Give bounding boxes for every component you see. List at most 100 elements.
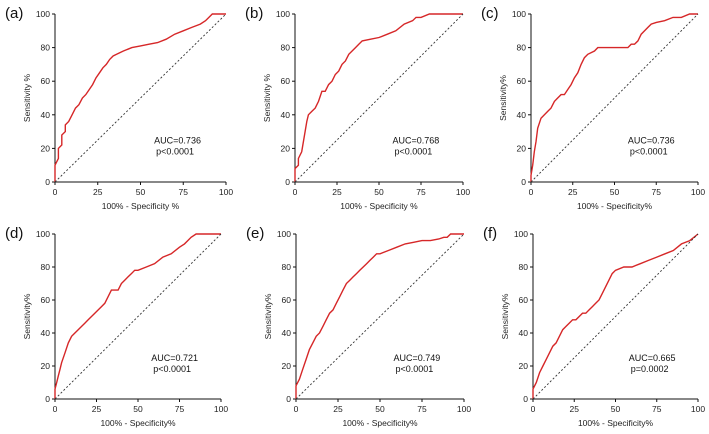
y-tick-label: 40 bbox=[519, 328, 529, 338]
panel-f: (f) 0 20 40 60 80 100 0 25 50 75 100 100% - Specific… bbox=[483, 225, 705, 428]
p-value-annotation: p=0.0002 bbox=[631, 364, 669, 374]
y-tick-label: 40 bbox=[517, 110, 527, 120]
x-tick-label: 0 bbox=[294, 404, 299, 414]
y-tick-label: 40 bbox=[282, 328, 292, 338]
x-tick-label: 100 bbox=[457, 404, 471, 414]
roc-curve bbox=[54, 13, 226, 182]
auc-annotation: AUC=0.736 bbox=[154, 135, 201, 145]
auc-annotation: AUC=0.736 bbox=[628, 135, 675, 145]
x-tick-label: 0 bbox=[529, 187, 534, 197]
roc-curve bbox=[54, 233, 221, 399]
y-tick-label: 80 bbox=[517, 43, 527, 53]
roc-curve bbox=[532, 233, 699, 399]
y-tick-label: 60 bbox=[41, 295, 51, 305]
x-tick-label: 100 bbox=[456, 187, 470, 197]
x-tick-label: 25 bbox=[93, 187, 103, 197]
y-tick-label: 0 bbox=[45, 177, 50, 187]
panel-label: (f) bbox=[483, 225, 497, 242]
y-tick-label: 80 bbox=[282, 262, 292, 272]
x-tick-label: 100 bbox=[691, 404, 705, 414]
y-tick-label: 100 bbox=[36, 229, 50, 239]
panel-e: (e) 0 20 40 60 80 100 0 25 50 75 100 100% - Specific… bbox=[246, 225, 471, 428]
y-tick-label: 0 bbox=[285, 177, 290, 187]
panel-label: (d) bbox=[5, 225, 23, 242]
x-tick-label: 50 bbox=[136, 187, 146, 197]
y-tick-label: 60 bbox=[519, 295, 529, 305]
y-axis-label: Sensitivity % bbox=[262, 73, 272, 122]
x-tick-label: 75 bbox=[175, 404, 185, 414]
x-tick-label: 75 bbox=[179, 187, 189, 197]
y-tick-label: 60 bbox=[281, 76, 291, 86]
y-tick-label: 20 bbox=[282, 361, 292, 371]
x-tick-label: 100 bbox=[219, 187, 233, 197]
x-tick-label: 0 bbox=[53, 187, 58, 197]
roc-curve bbox=[295, 233, 464, 399]
p-value-annotation: p<0.0001 bbox=[394, 146, 432, 156]
roc-curve bbox=[294, 13, 463, 182]
y-tick-label: 40 bbox=[41, 110, 51, 120]
p-value-annotation: p<0.0001 bbox=[395, 364, 433, 374]
panel-d: (d) 0 20 40 60 80 100 0 25 50 75 100 100% - Specific… bbox=[5, 225, 228, 428]
x-tick-label: 25 bbox=[568, 187, 578, 197]
x-tick-label: 75 bbox=[417, 404, 427, 414]
x-axis-label: 100% - Specificity% bbox=[577, 201, 653, 211]
y-axis-label: Sensitivity% bbox=[500, 293, 510, 339]
y-tick-label: 20 bbox=[281, 143, 291, 153]
x-tick-label: 75 bbox=[652, 187, 662, 197]
panel-a: (a) 0 20 40 60 80 100 0 25 50 75 100 100% - Specific… bbox=[5, 5, 233, 211]
x-tick-label: 25 bbox=[570, 404, 580, 414]
y-tick-label: 100 bbox=[276, 9, 290, 19]
y-tick-label: 100 bbox=[512, 9, 526, 19]
auc-annotation: AUC=0.768 bbox=[392, 135, 439, 145]
panel-c: (c) 0 20 40 60 80 100 0 25 50 75 100 100% - Specific… bbox=[481, 5, 705, 211]
x-axis-label: 100% - Specificity% bbox=[342, 418, 418, 428]
y-tick-label: 40 bbox=[41, 328, 51, 338]
x-tick-label: 0 bbox=[293, 187, 298, 197]
x-tick-label: 25 bbox=[333, 404, 343, 414]
y-tick-label: 80 bbox=[281, 43, 291, 53]
x-tick-label: 0 bbox=[53, 404, 58, 414]
y-tick-label: 100 bbox=[514, 229, 528, 239]
panel-b: (b) 0 20 40 60 80 100 0 25 50 75 100 100% - Specific… bbox=[245, 5, 470, 211]
panel-label: (a) bbox=[5, 5, 23, 22]
x-axis-label: 100% - Specificity % bbox=[340, 201, 418, 211]
x-axis-label: 100% - Specificity % bbox=[102, 201, 180, 211]
x-tick-label: 25 bbox=[92, 404, 102, 414]
y-tick-label: 20 bbox=[41, 143, 51, 153]
auc-annotation: AUC=0.721 bbox=[151, 353, 198, 363]
panel-label: (c) bbox=[481, 5, 499, 22]
x-tick-label: 50 bbox=[374, 187, 384, 197]
reference-line bbox=[295, 233, 465, 400]
reference-line bbox=[54, 233, 222, 400]
x-tick-label: 75 bbox=[652, 404, 662, 414]
roc-curve bbox=[530, 13, 698, 182]
y-axis-label: Sensitivity% bbox=[22, 293, 32, 339]
panel-label: (b) bbox=[245, 5, 263, 22]
y-tick-label: 20 bbox=[519, 361, 529, 371]
reference-line bbox=[530, 13, 699, 183]
y-axis-label: Sensitivity% bbox=[498, 75, 508, 121]
reference-line bbox=[532, 233, 699, 400]
y-tick-label: 60 bbox=[517, 76, 527, 86]
x-tick-label: 50 bbox=[133, 404, 143, 414]
y-axis-label: Sensitivity% bbox=[263, 293, 273, 339]
p-value-annotation: p<0.0001 bbox=[156, 146, 194, 156]
x-tick-label: 50 bbox=[375, 404, 385, 414]
x-axis-label: 100% - Specificity% bbox=[100, 418, 176, 428]
reference-line bbox=[54, 13, 227, 183]
x-tick-label: 100 bbox=[214, 404, 228, 414]
x-axis-label: 100% - Specificity% bbox=[578, 418, 654, 428]
x-tick-label: 0 bbox=[531, 404, 536, 414]
y-tick-label: 100 bbox=[36, 9, 50, 19]
p-value-annotation: p<0.0001 bbox=[153, 364, 191, 374]
y-tick-label: 20 bbox=[41, 361, 51, 371]
y-tick-label: 80 bbox=[41, 262, 51, 272]
y-tick-label: 80 bbox=[41, 43, 51, 53]
panel-label: (e) bbox=[246, 225, 264, 242]
x-tick-label: 100 bbox=[691, 187, 705, 197]
y-tick-label: 0 bbox=[521, 177, 526, 187]
x-tick-label: 50 bbox=[611, 404, 621, 414]
x-tick-label: 50 bbox=[610, 187, 620, 197]
y-tick-label: 80 bbox=[519, 262, 529, 272]
reference-line bbox=[294, 13, 464, 183]
